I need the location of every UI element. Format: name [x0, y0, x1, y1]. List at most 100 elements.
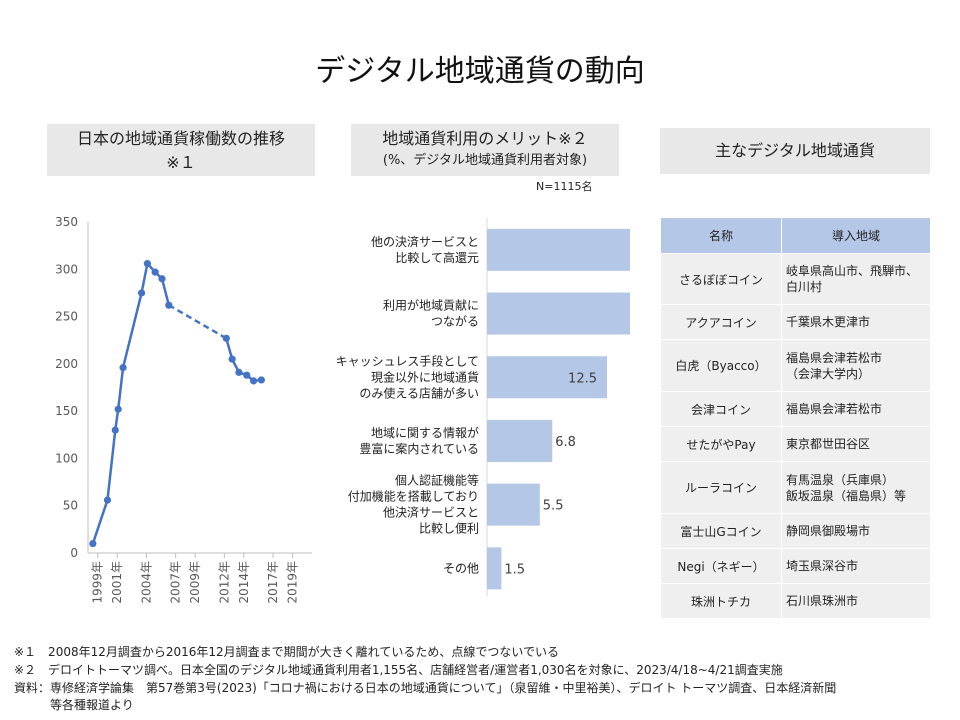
bar — [487, 292, 630, 335]
table-row: ルーラコイン 有馬温泉（兵庫県） 飯坂温泉（福島県）等 — [660, 461, 931, 514]
table-body: さるぼぼコイン 岐阜県高山市、飛騨市、 白川村 アクアコイン 千葉県木更津市 白虎（Bya… — [660, 253, 931, 619]
y-tick-label: 100 — [55, 451, 78, 465]
currency-name: ルーラコイン — [660, 461, 782, 514]
region-line: 福島県会津若松市 — [786, 350, 883, 365]
data-point — [257, 376, 265, 384]
region-line: 埼玉県深谷市 — [786, 559, 859, 573]
column-header-name: 名称 — [660, 217, 782, 254]
table-row: 富士山Gコイン 静岡県御殿場市 — [660, 513, 931, 549]
region-line: 福島県会津若松市 — [786, 402, 883, 416]
data-point — [151, 268, 159, 276]
currency-region: 静岡県御殿場市 — [781, 513, 931, 549]
currency-name: せたがやPay — [660, 426, 782, 462]
region-line: （会津大学内） — [786, 366, 871, 381]
y-tick-label: 350 — [55, 215, 78, 229]
column-header-region: 導入地域 — [781, 217, 931, 254]
x-tick-label: 2007年 — [169, 561, 183, 604]
bar — [487, 356, 607, 399]
bar-value-label: 6.8 — [555, 435, 576, 450]
currency-region: 千葉県木更津市 — [781, 304, 931, 340]
digital-currency-table: 名称 導入地域 さるぼぼコイン 岐阜県高山市、飛騨市、 白川村 アクアコイン 千葉県木更… — [660, 217, 931, 619]
data-point — [114, 405, 122, 413]
x-tick-label: 2004年 — [139, 561, 153, 604]
category-label: 個人認証機能等 — [395, 473, 479, 488]
footnote-2: ※２ デロイトトーマツ調べ。日本全国のデジタル地域通貨利用者1,155名、店舗経… — [14, 663, 783, 677]
category-label: 比較し便利 — [419, 521, 479, 536]
x-tick-label: 2019年 — [286, 561, 300, 604]
y-tick-label: 200 — [55, 357, 78, 371]
y-tick-label: 300 — [55, 262, 78, 276]
currency-region: 埼玉県深谷市 — [781, 548, 931, 584]
bar-chart-header: 地域通貨利用のメリット※２ (%、デジタル地域通貨利用者対象) — [351, 124, 619, 176]
y-tick-label: 0 — [70, 546, 78, 560]
table-row: せたがやPay 東京都世田谷区 — [660, 426, 931, 462]
series-line-dashed — [168, 304, 227, 340]
table-row: 会津コイン 福島県会津若松市 — [660, 391, 931, 427]
source-note-cont: 等各種報道より — [14, 698, 134, 712]
y-tick-label: 250 — [55, 310, 78, 324]
source-note: 資料：専修経済学論集 第57巻第3号(2023)「コロナ禍における日本の地域通貨… — [14, 681, 837, 695]
sample-size-note: N=1115名 — [536, 180, 593, 193]
footnote-1: ※１ 2008年12月調査から2016年12月調査まで期間が大きく離れているため… — [14, 645, 559, 659]
x-tick-label: 2012年 — [217, 561, 231, 604]
table-row: 白虎（Byacco） 福島県会津若松市 （会津大学内） — [660, 339, 931, 392]
category-label: つながる — [431, 314, 479, 329]
data-point — [103, 496, 112, 504]
x-tick-label: 2014年 — [237, 561, 251, 604]
x-tick-label: 1999年 — [91, 561, 105, 604]
page-title: デジタル地域通貨の動向 — [315, 54, 645, 89]
currency-region: 岐阜県高山市、飛騨市、 白川村 — [781, 253, 931, 305]
bar — [487, 419, 553, 462]
bar-value-label: 1.5 — [504, 562, 525, 577]
data-point — [222, 334, 230, 342]
currency-region: 福島県会津若松市 （会津大学内） — [781, 339, 931, 392]
table-row: Negi（ネギー） 埼玉県深谷市 — [660, 548, 931, 584]
category-label: その他 — [443, 561, 479, 575]
bar — [487, 228, 630, 271]
category-label: キャッシュレス手段として — [336, 353, 479, 368]
data-point — [158, 275, 166, 283]
region-line: 静岡県御殿場市 — [786, 524, 871, 538]
currency-name: 会津コイン — [660, 391, 782, 427]
category-label: 豊富に案内されている — [359, 441, 479, 456]
bar-value-label: 12.5 — [568, 371, 597, 386]
region-line: 飯坂温泉（福島県）等 — [786, 488, 907, 503]
region-line: 有馬温泉（兵庫県） — [786, 472, 895, 487]
bar-chart-title: 地域通貨利用のメリット※２ — [382, 129, 588, 148]
bar — [487, 483, 540, 526]
category-label: 利用が地域貢献に — [383, 298, 479, 313]
data-point — [119, 364, 127, 372]
data-point — [243, 371, 251, 379]
bar-chart: 22.7他の決済サービスと比較して高還元21.0利用が地域貢献につながる12.5… — [336, 218, 630, 597]
data-point — [228, 355, 236, 363]
table-header-row: 名称 導入地域 — [660, 217, 931, 254]
data-point — [137, 289, 146, 297]
data-point — [111, 426, 119, 434]
region-line: 岐阜県高山市、飛騨市、 — [786, 264, 919, 278]
currency-name: Negi（ネギー） — [660, 548, 782, 584]
category-label: 比較して高還元 — [395, 250, 479, 265]
table-header: 主なデジタル地域通貨 — [660, 128, 930, 174]
region-line: 千葉県木更津市 — [786, 315, 871, 329]
x-tick-label: 2001年 — [110, 561, 124, 604]
currency-region: 有馬温泉（兵庫県） 飯坂温泉（福島県）等 — [781, 461, 931, 514]
currency-name: 富士山Gコイン — [660, 513, 782, 549]
y-tick-label: 150 — [55, 404, 78, 418]
region-line: 東京都世田谷区 — [786, 437, 871, 451]
category-label: のみ使える店舗が多い — [359, 385, 479, 400]
bar-value-label: 5.5 — [543, 499, 564, 514]
x-tick-label: 2017年 — [266, 561, 280, 604]
currency-name: さるぼぼコイン — [660, 253, 782, 305]
data-point — [143, 260, 152, 268]
currency-region: 福島県会津若松市 — [781, 391, 931, 427]
line-chart-title: 日本の地域通貨稼働数の推移 — [76, 129, 285, 148]
currency-name: 珠洲トチカ — [660, 583, 782, 619]
currency-region: 東京都世田谷区 — [781, 426, 931, 462]
table-row: さるぼぼコイン 岐阜県高山市、飛騨市、 白川村 — [660, 253, 931, 305]
line-chart: 0 50 100 150 200 250 300 350 1999年 2001年 2004年 2007… — [55, 215, 312, 604]
bar-chart-subtitle: (%、デジタル地域通貨利用者対象) — [382, 153, 588, 168]
bar — [487, 547, 502, 590]
category-label: 現金以外に地域通貨 — [371, 369, 479, 384]
currency-name: アクアコイン — [660, 304, 782, 340]
currency-name: 白虎（Byacco） — [660, 339, 782, 392]
